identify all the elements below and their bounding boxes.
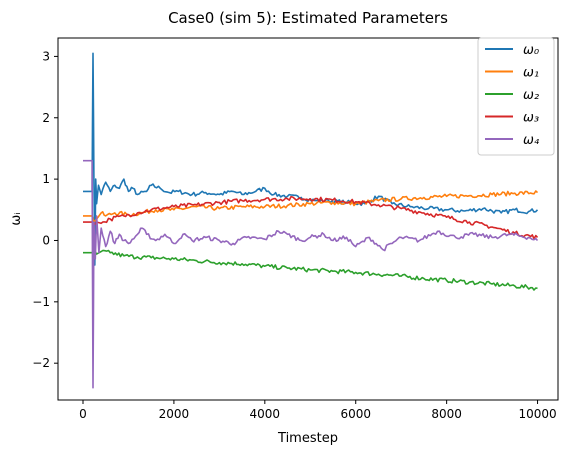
series-lines: [83, 52, 539, 389]
x-tick-label: 8000: [431, 407, 462, 421]
series-line-2: [83, 248, 538, 291]
legend-label-4: ω₄: [523, 133, 540, 148]
y-axis: −2 −1 0 1 2 3: [32, 49, 58, 370]
legend-label-3: ω₃: [523, 111, 539, 126]
x-tick-label: 4000: [250, 407, 281, 421]
x-tick-label: 2000: [159, 407, 190, 421]
plot-frame: [57, 37, 559, 401]
x-axis: 0 2000 4000 6000 8000 10000: [79, 400, 557, 421]
y-tick-label: −1: [32, 295, 50, 309]
y-tick-label: 3: [42, 49, 50, 63]
series-line-3: [83, 195, 539, 240]
y-axis-label: ωᵢ: [9, 212, 24, 225]
series-line-4: [83, 159, 539, 389]
series-line-1: [83, 190, 539, 223]
legend-label-2: ω₂: [523, 88, 539, 103]
series-line-0: [83, 52, 539, 266]
y-tick-label: 1: [42, 172, 50, 186]
legend-label-1: ω₁: [523, 66, 539, 81]
x-tick-label: 6000: [340, 407, 371, 421]
legend-label-0: ω₀: [523, 43, 540, 58]
y-tick-label: 0: [42, 233, 50, 247]
x-tick-label: 10000: [518, 407, 556, 421]
y-tick-label: 2: [42, 111, 50, 125]
plot-area: [58, 38, 558, 400]
chart-title: Case0 (sim 5): Estimated Parameters: [168, 9, 448, 27]
legend: ω₀ ω₁ ω₂ ω₃ ω₄: [477, 37, 555, 156]
y-tick-label: −2: [32, 356, 50, 370]
x-tick-label: 0: [79, 407, 87, 421]
x-axis-label: Timestep: [277, 431, 338, 446]
legend-box: [477, 37, 555, 156]
